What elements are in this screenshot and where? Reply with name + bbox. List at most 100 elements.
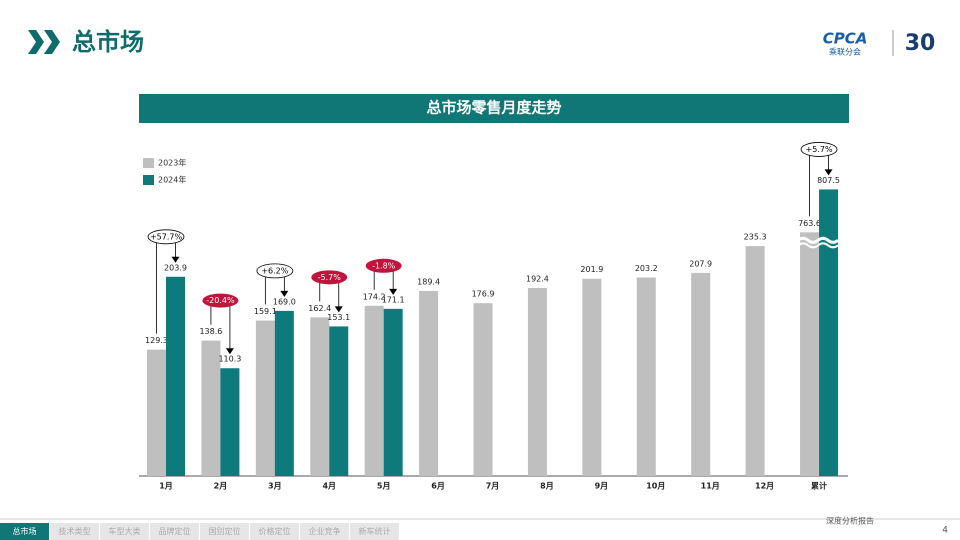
report-label: 深度分析报告 (826, 516, 874, 526)
change-label: -20.4% (206, 296, 235, 305)
value-label: 203.2 (635, 264, 658, 273)
value-label: 110.3 (218, 355, 241, 364)
value-label: 171.1 (382, 295, 405, 304)
header: 总市场 CPCA 乘联分会 30 (28, 28, 935, 57)
footer-tab (250, 523, 299, 540)
bar (419, 290, 439, 476)
footer-tab (350, 523, 399, 540)
footer-tab-label[interactable]: 车型大类 (109, 526, 141, 536)
change-badge (256, 263, 294, 279)
value-label: 153.1 (327, 313, 350, 322)
footer-tab-label[interactable]: 企业竞争 (309, 526, 341, 536)
footer-tab (150, 523, 199, 540)
anniversary: 30 (905, 31, 936, 56)
value-label: 162.4 (308, 304, 331, 313)
axis-break (797, 236, 839, 244)
value-label: 189.4 (417, 277, 440, 286)
value-label: 207.9 (689, 259, 712, 268)
bar (745, 246, 765, 476)
bar (582, 278, 602, 476)
arrow-head (225, 348, 234, 355)
x-tick-label: 12月 (755, 482, 774, 491)
change-badge (202, 293, 239, 308)
value-label: 235.3 (744, 233, 767, 242)
footer-tab-label[interactable]: 品牌定位 (159, 526, 191, 536)
value-label: 129.3 (145, 336, 168, 345)
bar (527, 288, 547, 476)
bar (800, 232, 820, 476)
bar (383, 308, 403, 476)
chart-title: 总市场零售月度走势 (426, 99, 561, 117)
arrow-head (389, 288, 398, 295)
arrow-head (280, 290, 289, 297)
footer-tab-label[interactable]: 价格定位 (259, 526, 291, 536)
logo: CPCA (823, 30, 868, 48)
plot: 2023年 2024年 1月 129.3 203.9 +57.7% 2月 138.6 110.3… (139, 142, 848, 491)
chevron-icon (28, 30, 60, 54)
x-tick-label: 3月 (268, 482, 282, 491)
footer-tab-label[interactable]: 技术类型 (59, 526, 91, 536)
logo-sub: 乘联分会 (829, 47, 861, 57)
footer-tab (0, 523, 49, 540)
x-tick-label: 5月 (377, 482, 391, 491)
page-number: 4 (942, 526, 948, 536)
footer-tab-label[interactable]: 新车统计 (359, 526, 391, 536)
x-tick-label: 2月 (214, 482, 228, 491)
x-tick-label: 11月 (701, 482, 720, 491)
bar (329, 326, 349, 476)
x-tick-label: 4月 (322, 482, 336, 491)
bar (691, 272, 711, 476)
bar (220, 368, 240, 476)
value-label: 201.9 (580, 265, 603, 274)
bar (364, 305, 384, 476)
bar (147, 349, 166, 476)
footer-tab (200, 523, 249, 540)
value-label: 169.0 (273, 297, 296, 306)
legend-label: 2023年 (158, 158, 186, 168)
bar (166, 276, 185, 476)
value-label: 138.6 (199, 327, 222, 336)
legend-swatch (143, 175, 154, 185)
x-tick-label: 7月 (486, 482, 500, 491)
value-label: 174.2 (363, 292, 386, 301)
arrow-head (334, 306, 343, 313)
bar (819, 189, 839, 476)
change-label: -1.8% (372, 261, 396, 270)
arrow-head (824, 169, 833, 176)
change-badge (311, 270, 348, 285)
arrow-head (171, 256, 180, 263)
axis-break (797, 242, 839, 249)
value-label: 192.4 (526, 275, 549, 284)
bar (310, 317, 330, 476)
bar (201, 340, 221, 476)
legend-label: 2024年 (158, 175, 186, 185)
bar (473, 303, 493, 476)
x-tick-label: 6月 (431, 482, 445, 491)
chart-title-bar (139, 94, 849, 123)
x-tick-label: 累计 (811, 481, 827, 491)
footer: 深度分析报告 4 总市场 技术类型 车型大类 品牌定位 国别定位 价格定位 企业竞争 新车统计 (0, 516, 960, 540)
value-label: 159.1 (254, 307, 277, 316)
change-label: +5.7% (806, 145, 833, 154)
value-label: 763.6 (798, 219, 821, 228)
bar (274, 310, 294, 476)
change-label: -5.7% (318, 273, 342, 282)
slide-title: 总市场 (72, 28, 144, 56)
value-label: 807.5 (817, 176, 840, 185)
footer-tab (300, 523, 349, 540)
bar (255, 320, 275, 476)
x-tick-label: 1月 (159, 482, 173, 491)
value-label: 203.9 (164, 263, 187, 272)
change-label: +6.2% (261, 266, 288, 275)
footer-tab-label[interactable]: 总市场 (13, 526, 37, 536)
change-badge (800, 142, 838, 157)
footer-tab-label[interactable]: 国别定位 (209, 526, 241, 536)
footer-tab (50, 523, 99, 540)
legend-swatch (143, 158, 154, 168)
bar (636, 277, 656, 476)
value-label: 176.9 (472, 290, 495, 299)
footer-tab (100, 523, 149, 540)
change-label: +57.7% (150, 232, 183, 241)
x-tick-label: 10月 (646, 482, 665, 491)
